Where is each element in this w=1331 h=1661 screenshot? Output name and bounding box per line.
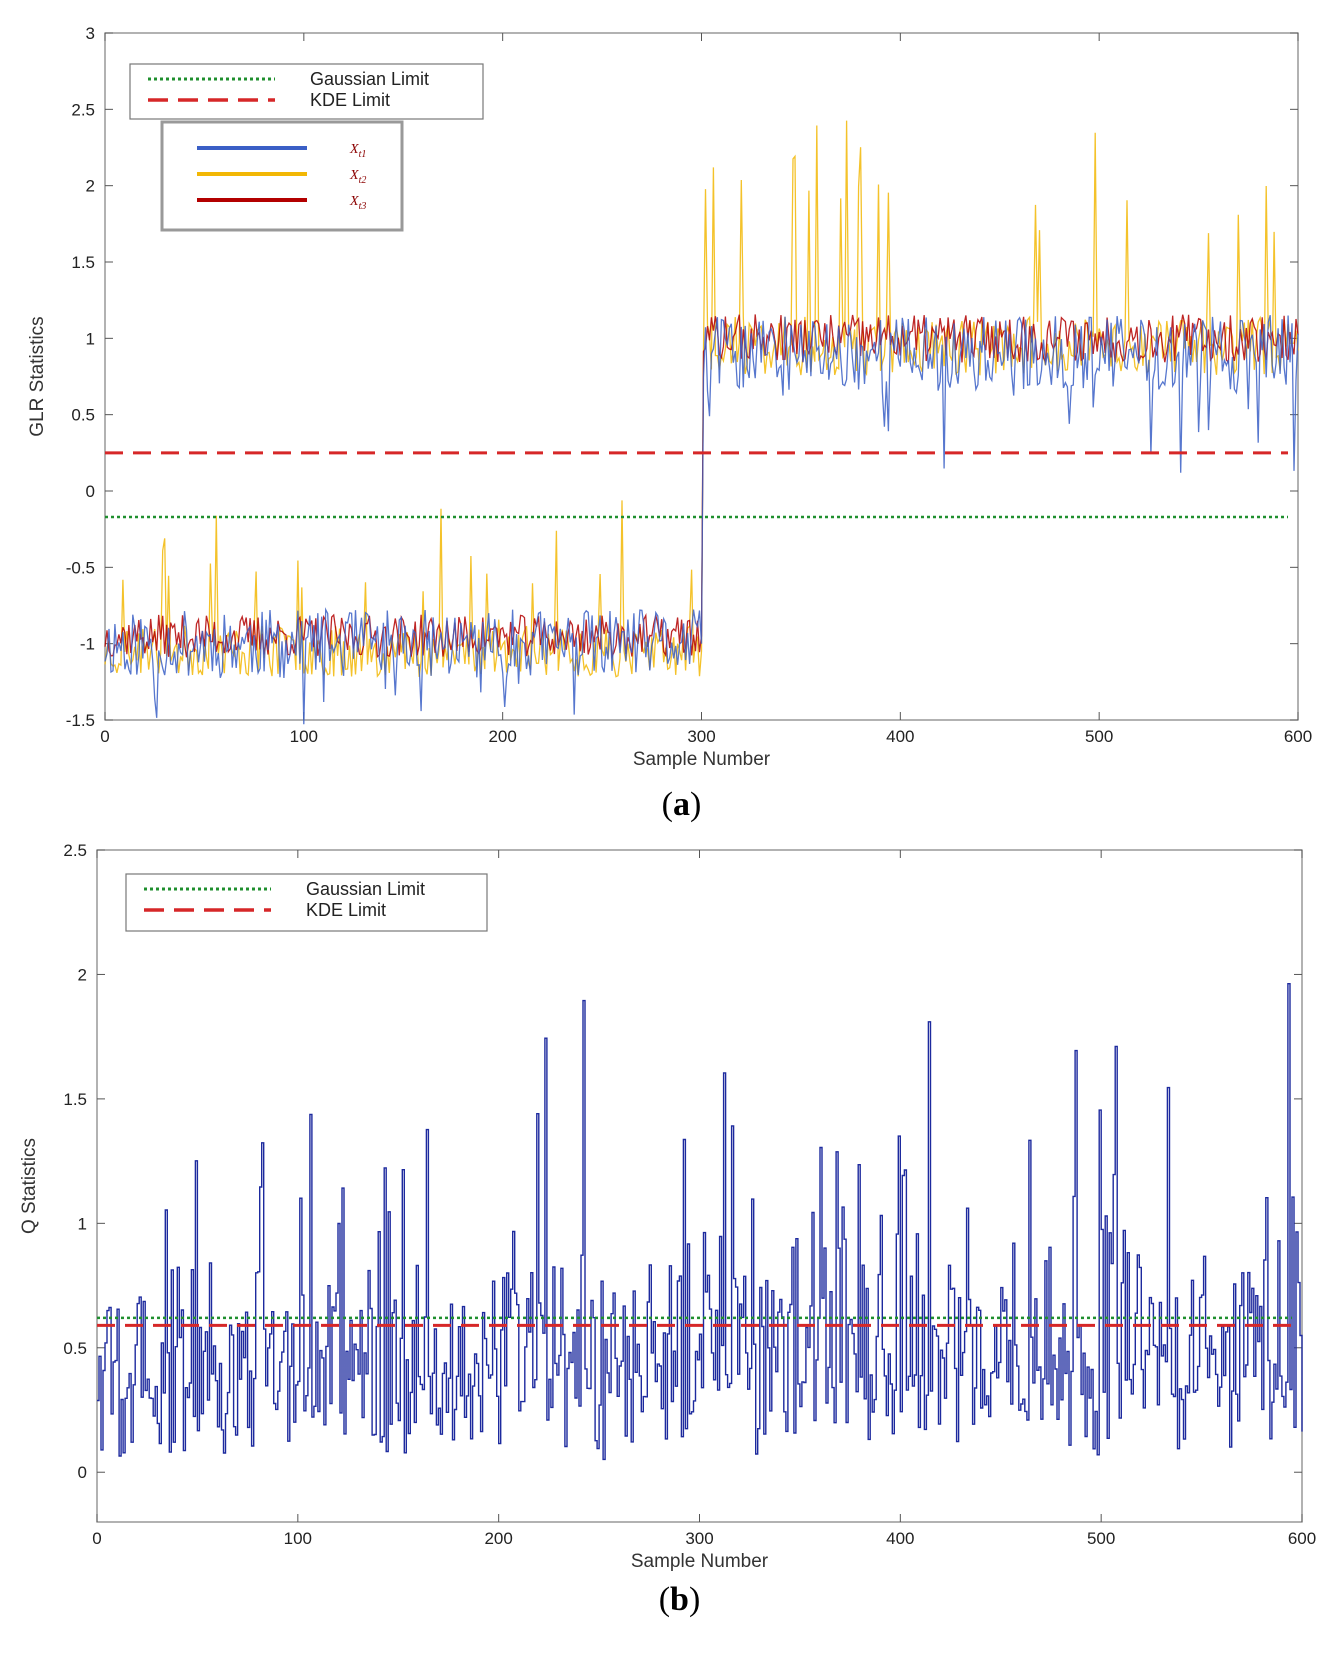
series-legend-label: Xt2 bbox=[349, 168, 366, 186]
y-tick-label: 0.5 bbox=[63, 1339, 87, 1358]
y-tick-label: 3 bbox=[86, 24, 95, 43]
legend-label: KDE Limit bbox=[306, 900, 386, 920]
x-tick-label: 500 bbox=[1087, 1529, 1115, 1548]
caption-letter: b bbox=[670, 1581, 689, 1618]
y-tick-label: 1 bbox=[86, 329, 95, 348]
legend-label: Gaussian Limit bbox=[310, 69, 429, 89]
legend-label: KDE Limit bbox=[310, 90, 390, 110]
y-tick-label: 1 bbox=[78, 1214, 87, 1233]
y-tick-label: 1.5 bbox=[63, 1090, 87, 1109]
series-line-xt1 bbox=[104, 315, 1299, 725]
caption-letter: a bbox=[673, 786, 690, 823]
series-line-q bbox=[97, 983, 1303, 1461]
chart-a-glr-statistics: 0 100 200 300 400 500 600 -1.5 -1 -0.5 0 0.5 1 1.5 2 2.… bbox=[27, 24, 1312, 823]
y-tick-label: 1.5 bbox=[71, 253, 95, 272]
legend-box bbox=[125, 873, 488, 932]
series-legend-symbol: X bbox=[349, 194, 359, 209]
series-legend-subscript: t1 bbox=[359, 149, 367, 160]
y-tick-label: -0.5 bbox=[66, 558, 95, 577]
x-axis-label: Sample Number bbox=[633, 749, 771, 770]
x-tick-label: 500 bbox=[1085, 727, 1113, 746]
series-legend-subscript: t3 bbox=[359, 201, 367, 212]
y-tick-label: 0.5 bbox=[71, 406, 95, 425]
y-axis-label: Q Statistics bbox=[19, 1138, 40, 1234]
series-legend-symbol: X bbox=[349, 168, 359, 183]
x-tick-label: 300 bbox=[685, 1529, 713, 1548]
y-axis-label: GLR Statistics bbox=[27, 316, 48, 436]
y-tick-label: 2 bbox=[78, 965, 87, 984]
y-tick-label: -1.5 bbox=[66, 711, 95, 730]
x-tick-label: 400 bbox=[886, 727, 914, 746]
series-legend-label: Xt1 bbox=[349, 142, 366, 160]
y-tick-label: 2.5 bbox=[71, 100, 95, 119]
y-tick-label: 0 bbox=[86, 482, 95, 501]
x-tick-label: 600 bbox=[1288, 1529, 1316, 1548]
x-tick-label: 0 bbox=[92, 1529, 101, 1548]
plot-frame bbox=[96, 849, 1303, 1523]
x-tick-label: 100 bbox=[290, 727, 318, 746]
y-tick-label: 2 bbox=[86, 177, 95, 196]
panel-caption: (b) bbox=[659, 1581, 701, 1618]
x-tick-label: 200 bbox=[488, 727, 516, 746]
series-legend-subscript: t2 bbox=[359, 175, 367, 186]
caption-close: ) bbox=[690, 786, 701, 823]
chart-b-q-statistics: 0 100 200 300 400 500 600 0 0.5 1 1.5 2 2.5 Sample Nu… bbox=[19, 841, 1316, 1618]
x-tick-label: 100 bbox=[284, 1529, 312, 1548]
caption-close: ) bbox=[689, 1581, 700, 1618]
y-tick-label: 2.5 bbox=[63, 841, 87, 860]
x-tick-label: 300 bbox=[687, 727, 715, 746]
legend-label: Gaussian Limit bbox=[306, 879, 425, 899]
series-legend-label: Xt3 bbox=[349, 194, 366, 212]
x-tick-label: 200 bbox=[484, 1529, 512, 1548]
caption-open: ( bbox=[659, 1581, 670, 1618]
series-legend-symbol: X bbox=[349, 142, 359, 157]
y-tick-label: 0 bbox=[78, 1463, 87, 1482]
series-line-xt2 bbox=[104, 120, 1299, 678]
x-tick-label: 400 bbox=[886, 1529, 914, 1548]
x-tick-label: 0 bbox=[100, 727, 109, 746]
panel-caption: (a) bbox=[662, 786, 702, 823]
caption-open: ( bbox=[662, 786, 673, 823]
x-tick-label: 600 bbox=[1284, 727, 1312, 746]
x-axis-label: Sample Number bbox=[631, 1551, 769, 1572]
y-tick-label: -1 bbox=[80, 635, 95, 654]
legend-box bbox=[129, 63, 484, 120]
